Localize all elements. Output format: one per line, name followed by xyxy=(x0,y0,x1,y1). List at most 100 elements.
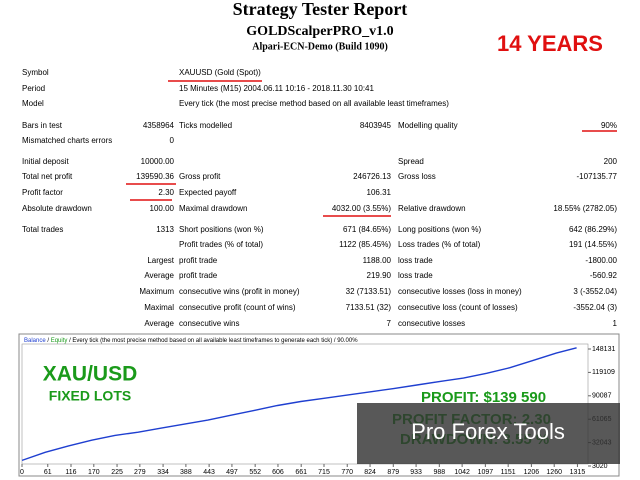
row-label: consecutive losses xyxy=(398,319,465,328)
badge: 14 YEARS xyxy=(497,31,603,56)
row-value: 18.55% (2782.05) xyxy=(553,204,617,213)
row-value: 106.31 xyxy=(367,188,392,197)
row-value: 7 xyxy=(387,319,392,328)
brand: Pro Forex Tools xyxy=(411,419,565,444)
symbol-label: XAU/USD xyxy=(43,363,138,386)
legend-separator: / xyxy=(47,338,49,344)
row-label: Short positions (won %) xyxy=(179,225,264,234)
row-label: Largest xyxy=(147,256,174,265)
highlights xyxy=(126,80,617,217)
row-label: consecutive loss (count of losses) xyxy=(398,303,518,312)
x-tick-label: 61 xyxy=(44,469,52,476)
lots-label: FIXED LOTS xyxy=(49,388,131,404)
row-value: 4032.00 (3.55%) xyxy=(332,204,391,213)
x-tick-label: 715 xyxy=(318,469,330,476)
x-tick-label: 170 xyxy=(88,469,100,476)
row-label: Maximum xyxy=(139,287,174,296)
x-tick-label: 116 xyxy=(65,469,76,476)
row-value: 671 (84.65%) xyxy=(343,225,391,234)
x-tick-label: 1097 xyxy=(478,469,494,476)
row-label: Spread xyxy=(398,157,424,166)
x-tick-label: 279 xyxy=(134,469,146,476)
row-value: 1 xyxy=(613,319,618,328)
row-label: consecutive wins (profit in money) xyxy=(179,287,300,296)
row-label: loss trade xyxy=(398,271,433,280)
row-label: Modelling quality xyxy=(398,121,458,130)
row-label: Model xyxy=(22,99,44,108)
x-tick-label: 552 xyxy=(249,469,261,476)
row-label: Expected payoff xyxy=(179,188,237,197)
x-tick-label: 0 xyxy=(20,469,24,476)
x-tick-label: 388 xyxy=(180,469,192,476)
row-value: -1800.00 xyxy=(585,256,617,265)
legend: Balance / Equity / Every tick (the most … xyxy=(24,338,358,344)
row-label: Mismatched charts errors xyxy=(22,136,112,145)
row-value: 0 xyxy=(170,136,175,145)
row-value: 32 (7133.51) xyxy=(346,287,392,296)
x-tick-label: 988 xyxy=(433,469,445,476)
row-value: 8403945 xyxy=(360,121,392,130)
x-tick-label: 933 xyxy=(410,469,422,476)
row-value: -3552.04 (3) xyxy=(573,303,617,312)
row-label: Total trades xyxy=(22,225,63,234)
row-label: 15 Minutes (M15) 2004.06.11 10:16 - 2018… xyxy=(179,84,375,93)
row-label: consecutive wins xyxy=(179,319,239,328)
brand-panel xyxy=(357,403,620,464)
x-tick-label: 879 xyxy=(387,469,399,476)
row-value: 10000.00 xyxy=(141,157,175,166)
legend-balance: Balance xyxy=(24,338,46,344)
table: Symbol XAUUSD (Gold (Spot)) Period 15 Minut… xyxy=(22,68,618,328)
row-label: Profit trades (% of total) xyxy=(179,240,263,249)
row-label: loss trade xyxy=(398,256,433,265)
row-label: consecutive profit (count of wins) xyxy=(179,303,296,312)
row-label: Average xyxy=(144,319,174,328)
row-label: Average xyxy=(144,271,174,280)
x-tick-label: 497 xyxy=(226,469,238,476)
x-tick-label: 1260 xyxy=(546,469,562,476)
title: Strategy Tester Report xyxy=(233,0,408,19)
row-label: profit trade xyxy=(179,271,218,280)
row-label: Ticks modelled xyxy=(179,121,232,130)
row-label: XAUUSD (Gold (Spot)) xyxy=(179,68,261,77)
row-value: 90% xyxy=(601,121,617,130)
row-value: 3 (-3552.04) xyxy=(573,287,617,296)
profit-label: PROFIT: $139 590 xyxy=(421,389,546,406)
row-value: -107135.77 xyxy=(577,172,618,181)
row-label: Gross profit xyxy=(179,172,221,181)
row-value: 191 (14.55%) xyxy=(569,240,617,249)
row-value: 139590.36 xyxy=(136,172,174,181)
row-label: profit trade xyxy=(179,256,218,265)
row-value: 2.30 xyxy=(158,188,174,197)
row-label: Total net profit xyxy=(22,172,73,181)
legend-equity: Equity xyxy=(51,338,68,344)
row-label: Loss trades (% of total) xyxy=(398,240,481,249)
balance-line xyxy=(21,347,577,462)
legend-description: / Every tick (the most precise method ba… xyxy=(69,338,358,344)
y-tick-label: 90087 xyxy=(592,393,612,400)
expert: GOLDScalperPRO_v1.0 xyxy=(246,24,393,39)
row-label: Period xyxy=(22,84,45,93)
row-value: 7133.51 (32) xyxy=(346,303,392,312)
row-label: Every tick (the most precise method base… xyxy=(179,99,449,108)
x-tick-label: 661 xyxy=(295,469,307,476)
row-label: Absolute drawdown xyxy=(22,204,92,213)
server: Alpari-ECN-Demo (Build 1090) xyxy=(252,41,388,52)
x-tick-label: 334 xyxy=(157,469,169,476)
row-label: Relative drawdown xyxy=(398,204,466,213)
row-label: Long positions (won %) xyxy=(398,225,481,234)
y-tick-label: 148131 xyxy=(592,346,615,353)
row-value: 1122 (85.45%) xyxy=(339,240,391,249)
row-label: Symbol xyxy=(22,68,49,77)
x-tick-label: 225 xyxy=(111,469,123,476)
row-value: 4358964 xyxy=(143,121,175,130)
row-value: 1313 xyxy=(156,225,174,234)
row-value: 100.00 xyxy=(150,204,175,213)
x-tick-label: 824 xyxy=(364,469,376,476)
x-tick-label: 770 xyxy=(341,469,353,476)
row-value: 246726.13 xyxy=(353,172,391,181)
row-value: 200 xyxy=(604,157,618,166)
row-label: Maximal drawdown xyxy=(179,204,247,213)
y-tick-label: 3020 xyxy=(592,463,608,470)
x-tick-label: 1151 xyxy=(501,469,516,476)
row-label: Gross loss xyxy=(398,172,436,181)
